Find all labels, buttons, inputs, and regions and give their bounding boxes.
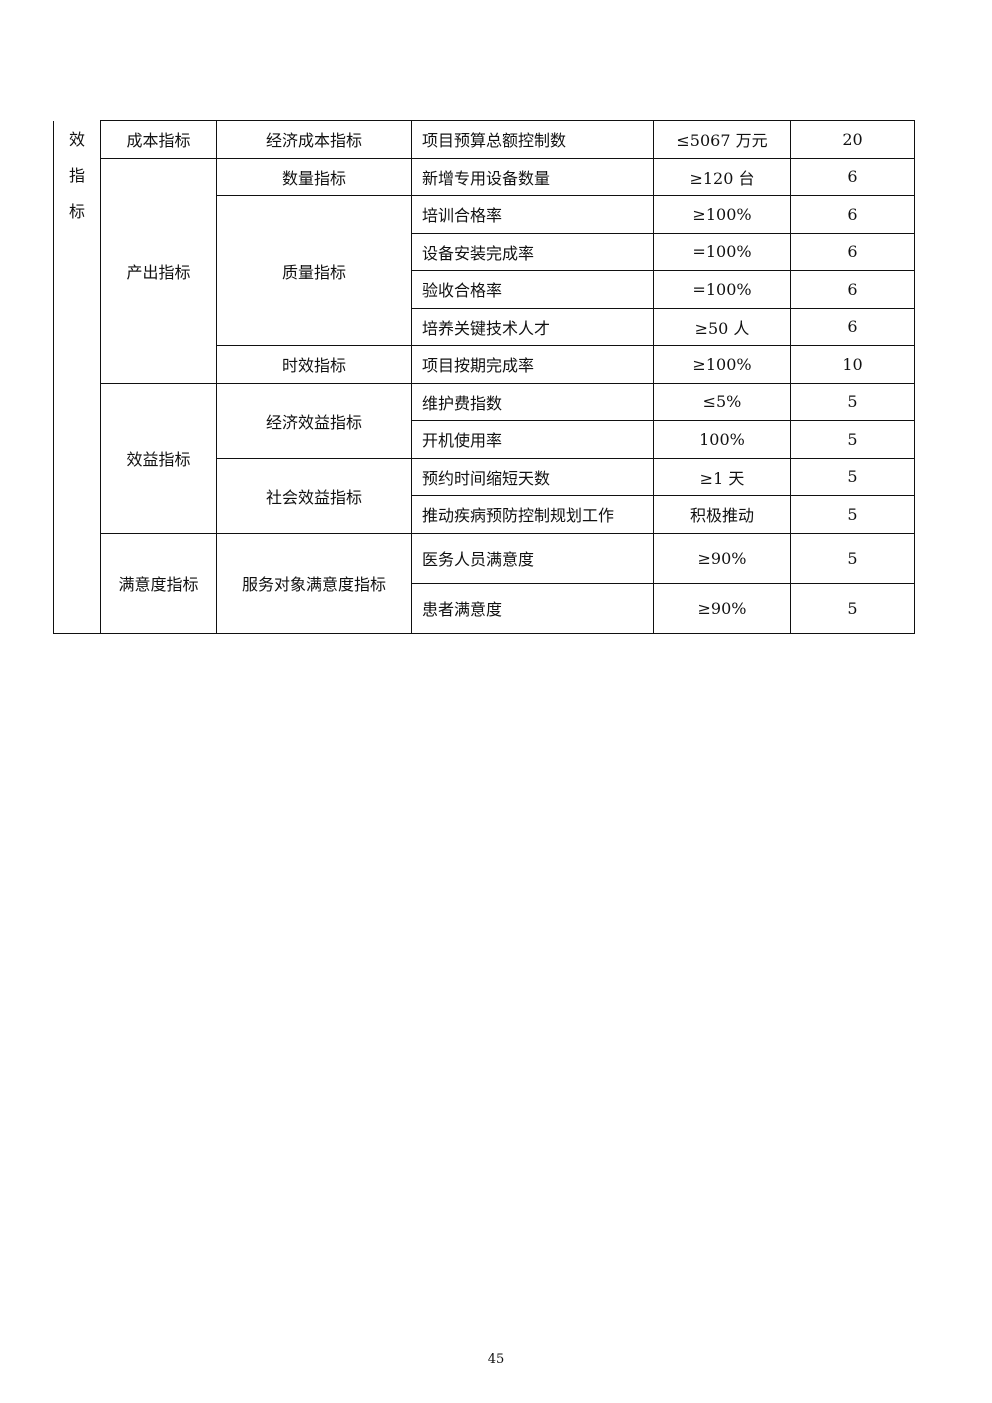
side-char: 指: [68, 165, 85, 185]
subgroup-cell: 经济成本指标: [216, 120, 412, 159]
target-cell: ≥100%: [653, 195, 791, 234]
target-cell: ≥90%: [653, 532, 791, 584]
table-row: 满意度指标 服务对象满意度指标 医务人员满意度 ≥90% 5: [54, 532, 915, 634]
target-cell: ≥120 台: [653, 157, 791, 196]
target-cell: ≥50 人: [653, 307, 791, 346]
target-cell: =100%: [653, 232, 791, 271]
table-row: 时效指标 项目按期完成率 ≥100% 10: [54, 345, 915, 384]
table-row: 验收合格率 =100% 6: [54, 270, 915, 309]
score-cell: 5: [790, 532, 915, 584]
indicator-cell: 推动疾病预防控制规划工作: [411, 495, 654, 534]
subgroup-cell: 质量指标: [216, 195, 412, 346]
score-cell: 5: [790, 495, 915, 534]
indicator-cell: 培养关键技术人才: [411, 307, 654, 346]
score-cell: 6: [790, 232, 915, 271]
group-cell: 效益指标: [100, 382, 217, 534]
table-row: 设备安装完成率 =100% 6: [54, 232, 915, 271]
indicator-cell: 设备安装完成率: [411, 232, 654, 271]
indicator-cell: 开机使用率: [411, 420, 654, 459]
target-cell: 100%: [653, 420, 791, 459]
table-row: 质量指标 培训合格率 ≥100% 6: [54, 195, 915, 346]
table-row: 患者满意度 ≥90% 5: [54, 582, 915, 634]
indicator-cell: 项目预算总额控制数: [411, 120, 654, 159]
target-cell: ≤5%: [653, 382, 791, 421]
score-cell: 5: [790, 382, 915, 421]
side-char: 效: [68, 129, 85, 149]
target-cell: ≥90%: [653, 582, 791, 634]
table-row: 培养关键技术人才 ≥50 人 6: [54, 307, 915, 346]
score-cell: 6: [790, 157, 915, 196]
table-row: 效 指 标 成本指标 经济成本指标 项目预算总额控制数 ≤5067 万元 20: [53, 120, 915, 634]
score-cell: 10: [790, 345, 915, 384]
indicator-cell: 医务人员满意度: [411, 532, 654, 584]
page-number: 45: [487, 1352, 505, 1367]
performance-indicator-table: 效 指 标 成本指标 经济成本指标 项目预算总额控制数 ≤5067 万元 20 …: [53, 120, 915, 634]
score-cell: 6: [790, 307, 915, 346]
indicator-cell: 验收合格率: [411, 270, 654, 309]
table-row: 社会效益指标 预约时间缩短天数 ≥1 天 5: [54, 457, 915, 534]
table-row: 效益指标 经济效益指标 维护费指数 ≤5% 5: [54, 382, 915, 534]
score-cell: 5: [790, 457, 915, 496]
indicator-cell: 患者满意度: [411, 582, 654, 634]
indicator-cell: 项目按期完成率: [411, 345, 654, 384]
target-cell: ≥100%: [653, 345, 791, 384]
score-cell: 6: [790, 270, 915, 309]
table-row: 推动疾病预防控制规划工作 积极推动 5: [54, 495, 915, 534]
side-char: 标: [68, 201, 85, 221]
group-cell: 产出指标: [100, 157, 217, 384]
score-cell: 5: [790, 420, 915, 459]
score-cell: 5: [790, 582, 915, 634]
indicator-cell: 新增专用设备数量: [411, 157, 654, 196]
table-row: 产出指标 数量指标 新增专用设备数量 ≥120 台 6: [54, 157, 915, 384]
indicator-cell: 维护费指数: [411, 382, 654, 421]
target-cell: ≥1 天: [653, 457, 791, 496]
table-row: 开机使用率 100% 5: [54, 420, 915, 459]
subgroup-cell: 时效指标: [216, 345, 412, 384]
subgroup-cell: 社会效益指标: [216, 457, 412, 534]
subgroup-cell: 经济效益指标: [216, 382, 412, 459]
target-cell: 积极推动: [653, 495, 791, 534]
side-label: 效 指 标: [53, 120, 101, 634]
indicator-cell: 预约时间缩短天数: [411, 457, 654, 496]
group-cell: 成本指标: [100, 120, 217, 159]
target-cell: ≤5067 万元: [653, 120, 791, 159]
score-cell: 20: [790, 120, 915, 159]
indicator-cell: 培训合格率: [411, 195, 654, 234]
target-cell: =100%: [653, 270, 791, 309]
score-cell: 6: [790, 195, 915, 234]
subgroup-cell: 服务对象满意度指标: [216, 532, 412, 634]
group-cell: 满意度指标: [100, 532, 217, 634]
subgroup-cell: 数量指标: [216, 157, 412, 196]
